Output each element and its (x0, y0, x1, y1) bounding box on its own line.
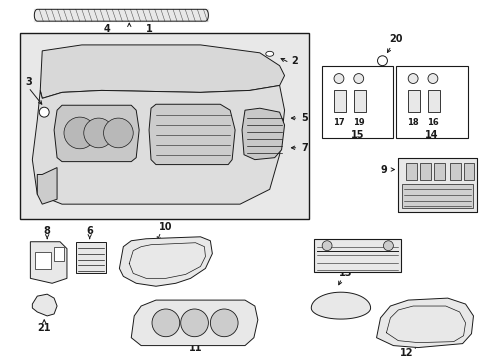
Circle shape (152, 309, 180, 337)
Bar (407, 90, 419, 112)
Bar (402, 184, 472, 208)
Polygon shape (40, 45, 284, 98)
Text: 8: 8 (43, 226, 51, 236)
Circle shape (377, 56, 386, 66)
Bar (322, 66, 392, 138)
Bar (406, 163, 416, 180)
Text: 12: 12 (399, 347, 412, 357)
Bar (449, 163, 460, 180)
Text: 16: 16 (426, 118, 438, 127)
Text: 7: 7 (300, 143, 307, 153)
Polygon shape (131, 300, 257, 346)
Bar (398, 158, 476, 212)
Text: 21: 21 (38, 323, 51, 333)
Text: 10: 10 (159, 222, 172, 232)
Text: 11: 11 (188, 343, 202, 352)
Circle shape (39, 107, 49, 117)
Polygon shape (30, 242, 67, 283)
Polygon shape (311, 292, 370, 319)
Polygon shape (242, 108, 284, 159)
Circle shape (427, 73, 437, 84)
Text: 19: 19 (352, 118, 364, 127)
Polygon shape (32, 85, 284, 204)
Circle shape (103, 118, 133, 148)
Bar (419, 163, 430, 180)
Circle shape (83, 118, 113, 148)
Text: 1: 1 (145, 24, 152, 34)
Circle shape (383, 241, 392, 251)
Bar (333, 90, 345, 112)
Text: 15: 15 (350, 130, 364, 140)
Polygon shape (54, 105, 139, 162)
Polygon shape (149, 104, 235, 165)
Circle shape (353, 73, 363, 84)
Bar (314, 239, 401, 273)
Polygon shape (119, 237, 212, 286)
Bar (395, 66, 467, 138)
Bar (433, 163, 444, 180)
Circle shape (210, 309, 238, 337)
Polygon shape (34, 9, 208, 21)
Text: 17: 17 (332, 118, 344, 127)
Bar (54, 247, 64, 261)
Text: 3: 3 (25, 77, 32, 87)
Polygon shape (32, 294, 57, 316)
Text: 5: 5 (300, 113, 307, 123)
Bar (427, 90, 439, 112)
Circle shape (181, 309, 208, 337)
Text: 13: 13 (339, 269, 352, 278)
Polygon shape (37, 167, 57, 204)
Polygon shape (376, 298, 472, 347)
Text: 14: 14 (424, 130, 438, 140)
Text: 2: 2 (290, 56, 297, 66)
Bar (76, 242, 105, 273)
Circle shape (407, 73, 417, 84)
Circle shape (322, 241, 331, 251)
Bar (20, 33, 308, 219)
Bar (463, 163, 473, 180)
Bar (353, 90, 365, 112)
Text: 18: 18 (407, 118, 418, 127)
Text: 9: 9 (379, 165, 386, 175)
Ellipse shape (265, 51, 273, 56)
Bar (35, 252, 51, 269)
Text: 20: 20 (389, 34, 402, 44)
Text: 4: 4 (103, 24, 110, 34)
Circle shape (64, 117, 96, 149)
Circle shape (333, 73, 343, 84)
Text: 6: 6 (86, 226, 93, 236)
